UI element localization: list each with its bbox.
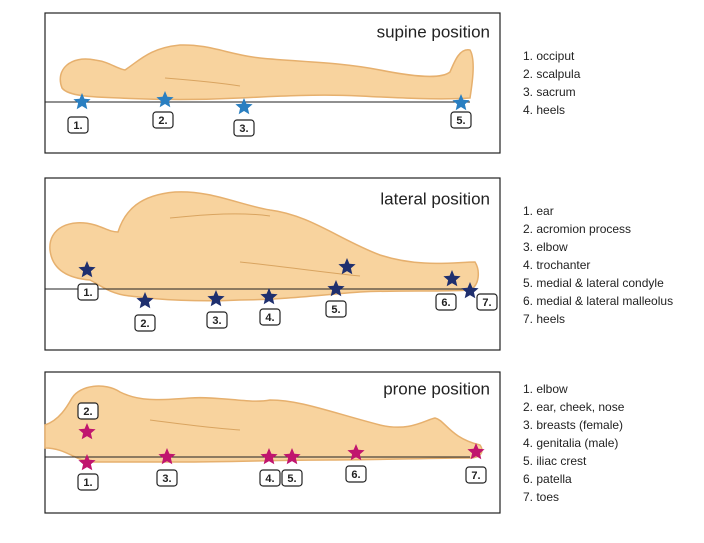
legend-item: 1. occiput — [523, 49, 575, 63]
tag-box — [450, 111, 472, 129]
tag-label: 6. — [441, 297, 450, 309]
legend-item: 4. heels — [523, 103, 565, 117]
star-marker — [158, 448, 176, 465]
tag-label: 7. — [482, 297, 491, 309]
tag-label: 3. — [239, 123, 248, 135]
legend-item: 4. genitalia (male) — [523, 436, 618, 450]
tag-box — [435, 293, 457, 311]
star-marker — [452, 94, 470, 111]
legend-item: 2. acromion process — [523, 222, 631, 236]
body-line — [164, 77, 241, 87]
tag-label: 7. — [471, 470, 480, 482]
tag-label: 5. — [456, 115, 465, 127]
star-marker — [327, 280, 345, 297]
legend-item: 3. sacrum — [523, 85, 576, 99]
star-marker — [338, 258, 356, 275]
legend-item: 3. breasts (female) — [523, 418, 623, 432]
star-marker — [78, 423, 96, 440]
tag-label: 3. — [162, 473, 171, 485]
tag-box — [233, 119, 255, 137]
tag-box — [67, 116, 89, 134]
star-marker — [207, 290, 225, 307]
tag-box — [156, 469, 178, 487]
legend-item: 6. patella — [523, 472, 572, 486]
legend-item: 5. iliac crest — [523, 454, 587, 468]
panel-title: lateral position — [380, 189, 490, 208]
legend-item: 1. elbow — [523, 382, 568, 396]
tag-box — [476, 293, 498, 311]
tag-box — [77, 473, 99, 491]
star-marker — [78, 454, 96, 471]
body-line — [169, 213, 361, 277]
tag-box — [345, 465, 367, 483]
star-marker — [260, 288, 278, 305]
star-marker — [461, 282, 479, 299]
panel-title: prone position — [383, 379, 490, 398]
legend-item: 7. toes — [523, 490, 559, 504]
tag-box — [259, 308, 281, 326]
star-marker — [78, 261, 96, 278]
tag-label: 5. — [287, 473, 296, 485]
legend-item: 7. heels — [523, 312, 565, 326]
star-marker — [283, 448, 301, 465]
tag-label: 2. — [140, 318, 149, 330]
star-marker — [156, 91, 174, 108]
tag-label: 4. — [265, 473, 274, 485]
tag-label: 2. — [83, 406, 92, 418]
tag-box — [152, 111, 174, 129]
tag-box — [77, 402, 99, 420]
star-marker — [260, 448, 278, 465]
tag-label: 1. — [83, 287, 92, 299]
panel-title: supine position — [377, 22, 490, 41]
legend-item: 2. scalpula — [523, 67, 581, 81]
legend-item: 2. ear, cheek, nose — [523, 400, 625, 414]
tag-label: 6. — [351, 469, 360, 481]
tag-box — [465, 466, 487, 484]
tag-label: 1. — [73, 120, 82, 132]
legend-item: 5. medial & lateral condyle — [523, 276, 664, 290]
legend-item: 1. ear — [523, 204, 554, 218]
legend-item: 6. medial & lateral malleolus — [523, 294, 673, 308]
tag-label: 5. — [331, 304, 340, 316]
star-marker — [467, 443, 485, 460]
legend-item: 3. elbow — [523, 240, 568, 254]
tag-label: 1. — [83, 477, 92, 489]
tag-label: 3. — [212, 315, 221, 327]
legend-item: 4. trochanter — [523, 258, 590, 272]
body-prone — [44, 385, 483, 463]
star-marker — [347, 444, 365, 461]
panel-frame — [44, 177, 501, 351]
panel-frame — [44, 12, 501, 154]
star-marker — [443, 270, 461, 287]
tag-box — [259, 469, 281, 487]
tag-box — [77, 283, 99, 301]
tag-label: 4. — [265, 312, 274, 324]
tag-box — [325, 300, 347, 318]
tag-box — [206, 311, 228, 329]
body-supine — [59, 44, 474, 101]
tag-box — [281, 469, 303, 487]
star-marker — [235, 98, 253, 115]
body-line — [149, 419, 241, 431]
tag-box — [134, 314, 156, 332]
tag-label: 2. — [158, 115, 167, 127]
star-marker — [136, 292, 154, 309]
star-marker — [73, 93, 91, 110]
